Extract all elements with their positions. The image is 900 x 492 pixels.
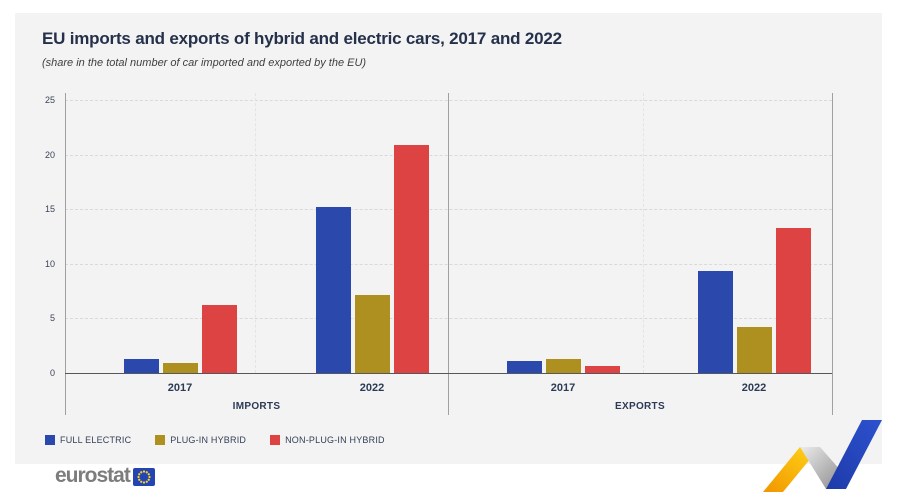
x-axis-baseline (65, 373, 832, 374)
chart-card: EU imports and exports of hybrid and ele… (15, 13, 882, 464)
bar-imports-2017-plug-in-hybrid (162, 363, 198, 373)
legend-label: FULL ELECTRIC (60, 435, 132, 445)
bar-exports-2022-plug-in-hybrid (736, 327, 772, 373)
eurostat-logo: eurostat (55, 464, 155, 488)
bar-imports-2022-full-electric (315, 207, 351, 373)
panel-divider (448, 93, 449, 415)
group-separator (255, 93, 256, 373)
category-label: 2022 (741, 382, 767, 394)
bar-imports-2017-non-plug-in-hybrid (201, 305, 237, 373)
eu-flag-icon (132, 468, 155, 486)
zigzag-decoration-icon (763, 420, 882, 492)
category-label: 2017 (167, 382, 193, 394)
panel-label: EXPORTS (615, 401, 665, 412)
legend-swatch-icon (155, 435, 166, 445)
plot-area: 0 5 10 15 20 25 2017 2022 IMPORTS 2017 2022 EXPORTS (15, 13, 882, 464)
category-label: 2022 (359, 382, 385, 394)
bar-imports-2017-full-electric (123, 359, 159, 373)
y-axis-tick-label: 0 (49, 368, 55, 378)
chart-title: EU imports and exports of hybrid and ele… (42, 29, 562, 48)
legend-item: FULL ELECTRIC (45, 435, 131, 445)
panel-label: IMPORTS (232, 401, 281, 412)
y-axis-tick-label: 15 (44, 204, 55, 215)
legend-label: PLUG-IN HYBRID (170, 435, 247, 445)
legend-swatch-icon (270, 435, 281, 445)
legend-label: NON-PLUG-IN HYBRID (285, 435, 385, 445)
zigzag-blue-segment (826, 420, 882, 489)
bar-imports-2022-non-plug-in-hybrid (393, 145, 429, 373)
bar-exports-2017-non-plug-in-hybrid (584, 366, 620, 373)
chart-subtitle: (share in the total number of car import… (42, 57, 367, 69)
y-axis-tick-label: 20 (44, 149, 55, 160)
zigzag-yellow-segment (763, 447, 820, 492)
eu-stars (137, 470, 151, 484)
y-axis-tick-label: 5 (49, 313, 55, 324)
bar-exports-2022-full-electric (697, 271, 733, 373)
category-label: 2017 (550, 382, 576, 394)
eurostat-logo-text: eurostat (55, 464, 131, 487)
legend: FULL ELECTRIC PLUG-IN HYBRID NON-PLUG-IN H… (45, 435, 385, 445)
legend-swatch-icon (45, 435, 55, 445)
y-axis-tick-label: 25 (44, 95, 55, 105)
panel-divider (65, 93, 66, 415)
legend-item: NON-PLUG-IN HYBRID (270, 435, 385, 445)
bar-exports-2017-full-electric (506, 361, 542, 373)
y-axis-tick-label: 10 (44, 258, 55, 269)
group-separator (643, 93, 644, 373)
bar-exports-2017-plug-in-hybrid (545, 359, 581, 373)
legend-item: PLUG-IN HYBRID (155, 435, 246, 445)
panel-divider (832, 93, 833, 415)
bar-imports-2022-plug-in-hybrid (354, 295, 390, 373)
bar-exports-2022-non-plug-in-hybrid (775, 228, 811, 373)
